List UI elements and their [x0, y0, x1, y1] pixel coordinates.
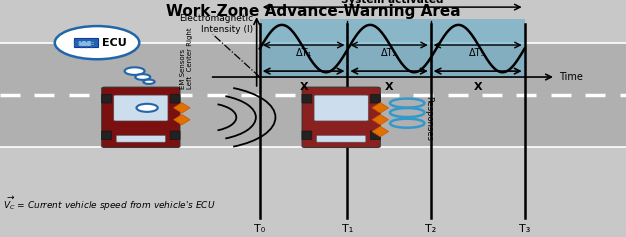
- Polygon shape: [173, 114, 190, 125]
- Text: T₁: T₁: [342, 224, 353, 234]
- Text: $\overrightarrow{V_C}$ = Current vehicle speed from vehicle's ECU: $\overrightarrow{V_C}$ = Current vehicle…: [3, 195, 215, 213]
- Text: Time: Time: [559, 72, 583, 82]
- Ellipse shape: [55, 26, 139, 59]
- FancyBboxPatch shape: [101, 131, 111, 140]
- Polygon shape: [372, 126, 389, 137]
- Polygon shape: [173, 103, 190, 113]
- FancyBboxPatch shape: [302, 87, 381, 147]
- FancyBboxPatch shape: [317, 135, 366, 142]
- Bar: [78, 40, 94, 46]
- Bar: [260, 19, 525, 77]
- Bar: [0, 43, 626, 147]
- Text: T₃: T₃: [519, 224, 530, 234]
- FancyBboxPatch shape: [371, 131, 381, 140]
- Text: System activated: System activated: [341, 0, 443, 5]
- Circle shape: [136, 104, 158, 112]
- Text: ΔT₃: ΔT₃: [470, 48, 486, 58]
- Text: T₀: T₀: [254, 224, 265, 234]
- Circle shape: [135, 74, 150, 80]
- Text: ΔT₁: ΔT₁: [295, 48, 312, 58]
- Text: T₂: T₂: [425, 224, 436, 234]
- Polygon shape: [372, 114, 389, 125]
- FancyBboxPatch shape: [371, 94, 381, 103]
- Text: Electromagnetic
Intensity (I): Electromagnetic Intensity (I): [180, 14, 254, 34]
- FancyBboxPatch shape: [101, 94, 111, 103]
- Text: X: X: [299, 82, 308, 92]
- FancyBboxPatch shape: [314, 95, 368, 121]
- FancyBboxPatch shape: [302, 131, 312, 140]
- Polygon shape: [372, 103, 389, 113]
- Text: X: X: [385, 82, 393, 92]
- FancyBboxPatch shape: [170, 131, 180, 140]
- FancyBboxPatch shape: [116, 135, 165, 142]
- FancyBboxPatch shape: [302, 94, 312, 103]
- Circle shape: [125, 67, 145, 75]
- FancyBboxPatch shape: [114, 95, 168, 121]
- FancyBboxPatch shape: [101, 87, 180, 147]
- Text: X: X: [473, 82, 482, 92]
- Text: ΔT₂: ΔT₂: [381, 48, 398, 58]
- Text: Responses: Responses: [424, 96, 433, 141]
- Text: ECU: ECU: [103, 38, 127, 48]
- FancyBboxPatch shape: [170, 94, 180, 103]
- Bar: [74, 38, 98, 47]
- Text: EM Sensors
Left  Center Right: EM Sensors Left Center Right: [180, 27, 193, 89]
- Circle shape: [143, 80, 155, 84]
- Text: Work-Zone Advance-Warning Area: Work-Zone Advance-Warning Area: [166, 4, 460, 18]
